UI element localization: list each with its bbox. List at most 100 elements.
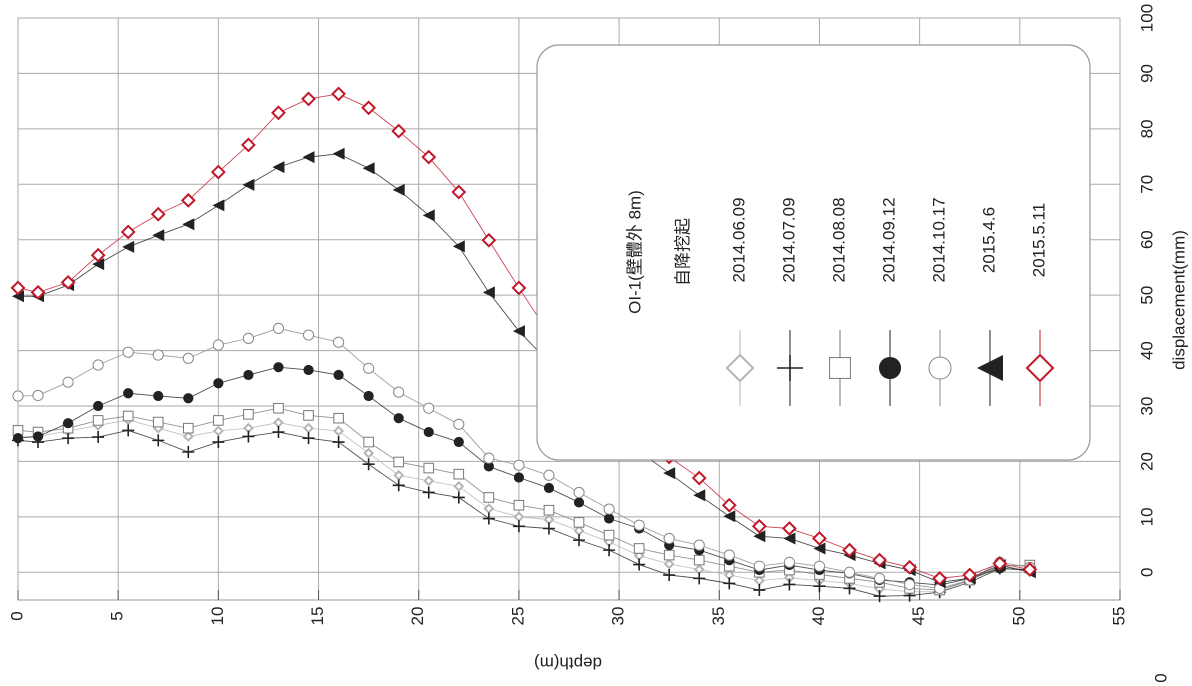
point (483, 452, 495, 464)
point (543, 482, 555, 494)
point (423, 426, 434, 438)
point (301, 91, 316, 107)
point (213, 415, 224, 426)
point (603, 513, 615, 524)
point (813, 542, 826, 555)
point (303, 364, 314, 376)
y-tick-label: 90 (1137, 64, 1156, 83)
point (783, 578, 796, 591)
point (573, 486, 585, 499)
legend-label: 2015.4.6 (979, 207, 998, 273)
point (904, 578, 916, 591)
point (303, 422, 314, 434)
legend: OI-1(壁體外 8m) 自降挖起 2014.06.09 2014.07.09 2014… (536, 44, 1091, 461)
point (243, 369, 254, 381)
point (542, 522, 555, 535)
point (783, 532, 796, 545)
point (813, 560, 826, 572)
point (663, 467, 676, 480)
point (452, 240, 465, 253)
point (1022, 562, 1038, 577)
x-tick-label: 40 (809, 607, 828, 626)
point (512, 520, 525, 533)
point (272, 161, 285, 174)
point (122, 240, 135, 253)
point (603, 503, 615, 515)
legend-label: 2014.10.17 (929, 197, 948, 282)
y-tick-label: 20 (1137, 452, 1156, 471)
x-tick-label: 50 (1009, 607, 1028, 626)
point (332, 436, 345, 449)
legend-label: 2014.08.08 (829, 197, 848, 282)
point (511, 280, 527, 296)
point (453, 418, 465, 430)
point (483, 461, 494, 472)
point (693, 572, 706, 585)
point (603, 544, 616, 557)
point (751, 518, 767, 534)
legend-label: 2014.09.12 (879, 197, 898, 282)
point (212, 425, 224, 437)
point (12, 390, 24, 402)
point (932, 570, 948, 586)
point (273, 417, 284, 429)
point (212, 199, 225, 212)
point (62, 376, 74, 388)
legend-title: OI-1(壁體外 8m) (625, 190, 644, 314)
point (152, 434, 165, 447)
point (813, 580, 826, 593)
point (872, 552, 887, 568)
point (182, 218, 195, 231)
point (513, 511, 525, 523)
legend-label: 2014.07.09 (779, 197, 798, 282)
point (393, 456, 404, 468)
point (693, 489, 706, 502)
point (303, 410, 314, 421)
point (753, 575, 765, 587)
point (30, 284, 46, 300)
point (603, 529, 615, 541)
point (393, 386, 405, 398)
point (842, 542, 857, 558)
point (60, 274, 76, 290)
x-axis-label: depth(m) (534, 654, 602, 673)
point (212, 339, 224, 351)
point (333, 412, 344, 424)
point (723, 577, 736, 590)
point (362, 162, 375, 175)
point (272, 426, 285, 439)
point (483, 492, 495, 503)
point (273, 362, 284, 373)
point (513, 459, 525, 471)
point (453, 480, 465, 492)
point (573, 497, 585, 508)
x-tick-label: 20 (408, 607, 427, 626)
point (543, 504, 555, 516)
point (663, 558, 675, 570)
point (423, 475, 435, 487)
point (453, 436, 464, 448)
point (152, 416, 164, 428)
x-tick-label: 35 (709, 607, 728, 626)
point (241, 137, 256, 153)
point (331, 86, 346, 102)
point (92, 415, 104, 426)
point (721, 497, 737, 513)
y-tick-label: 70 (1137, 175, 1156, 194)
point (1025, 353, 1055, 383)
point (332, 147, 345, 160)
point (777, 355, 803, 381)
point (633, 519, 645, 531)
point (273, 402, 284, 414)
x-tick-label: 45 (909, 607, 928, 626)
point (122, 424, 135, 437)
point (992, 556, 1008, 571)
x-tick-label: 0 (7, 611, 26, 620)
point (423, 402, 435, 414)
point (453, 468, 465, 480)
point (663, 532, 675, 545)
point (363, 390, 374, 402)
point (242, 430, 255, 443)
point (512, 325, 525, 338)
